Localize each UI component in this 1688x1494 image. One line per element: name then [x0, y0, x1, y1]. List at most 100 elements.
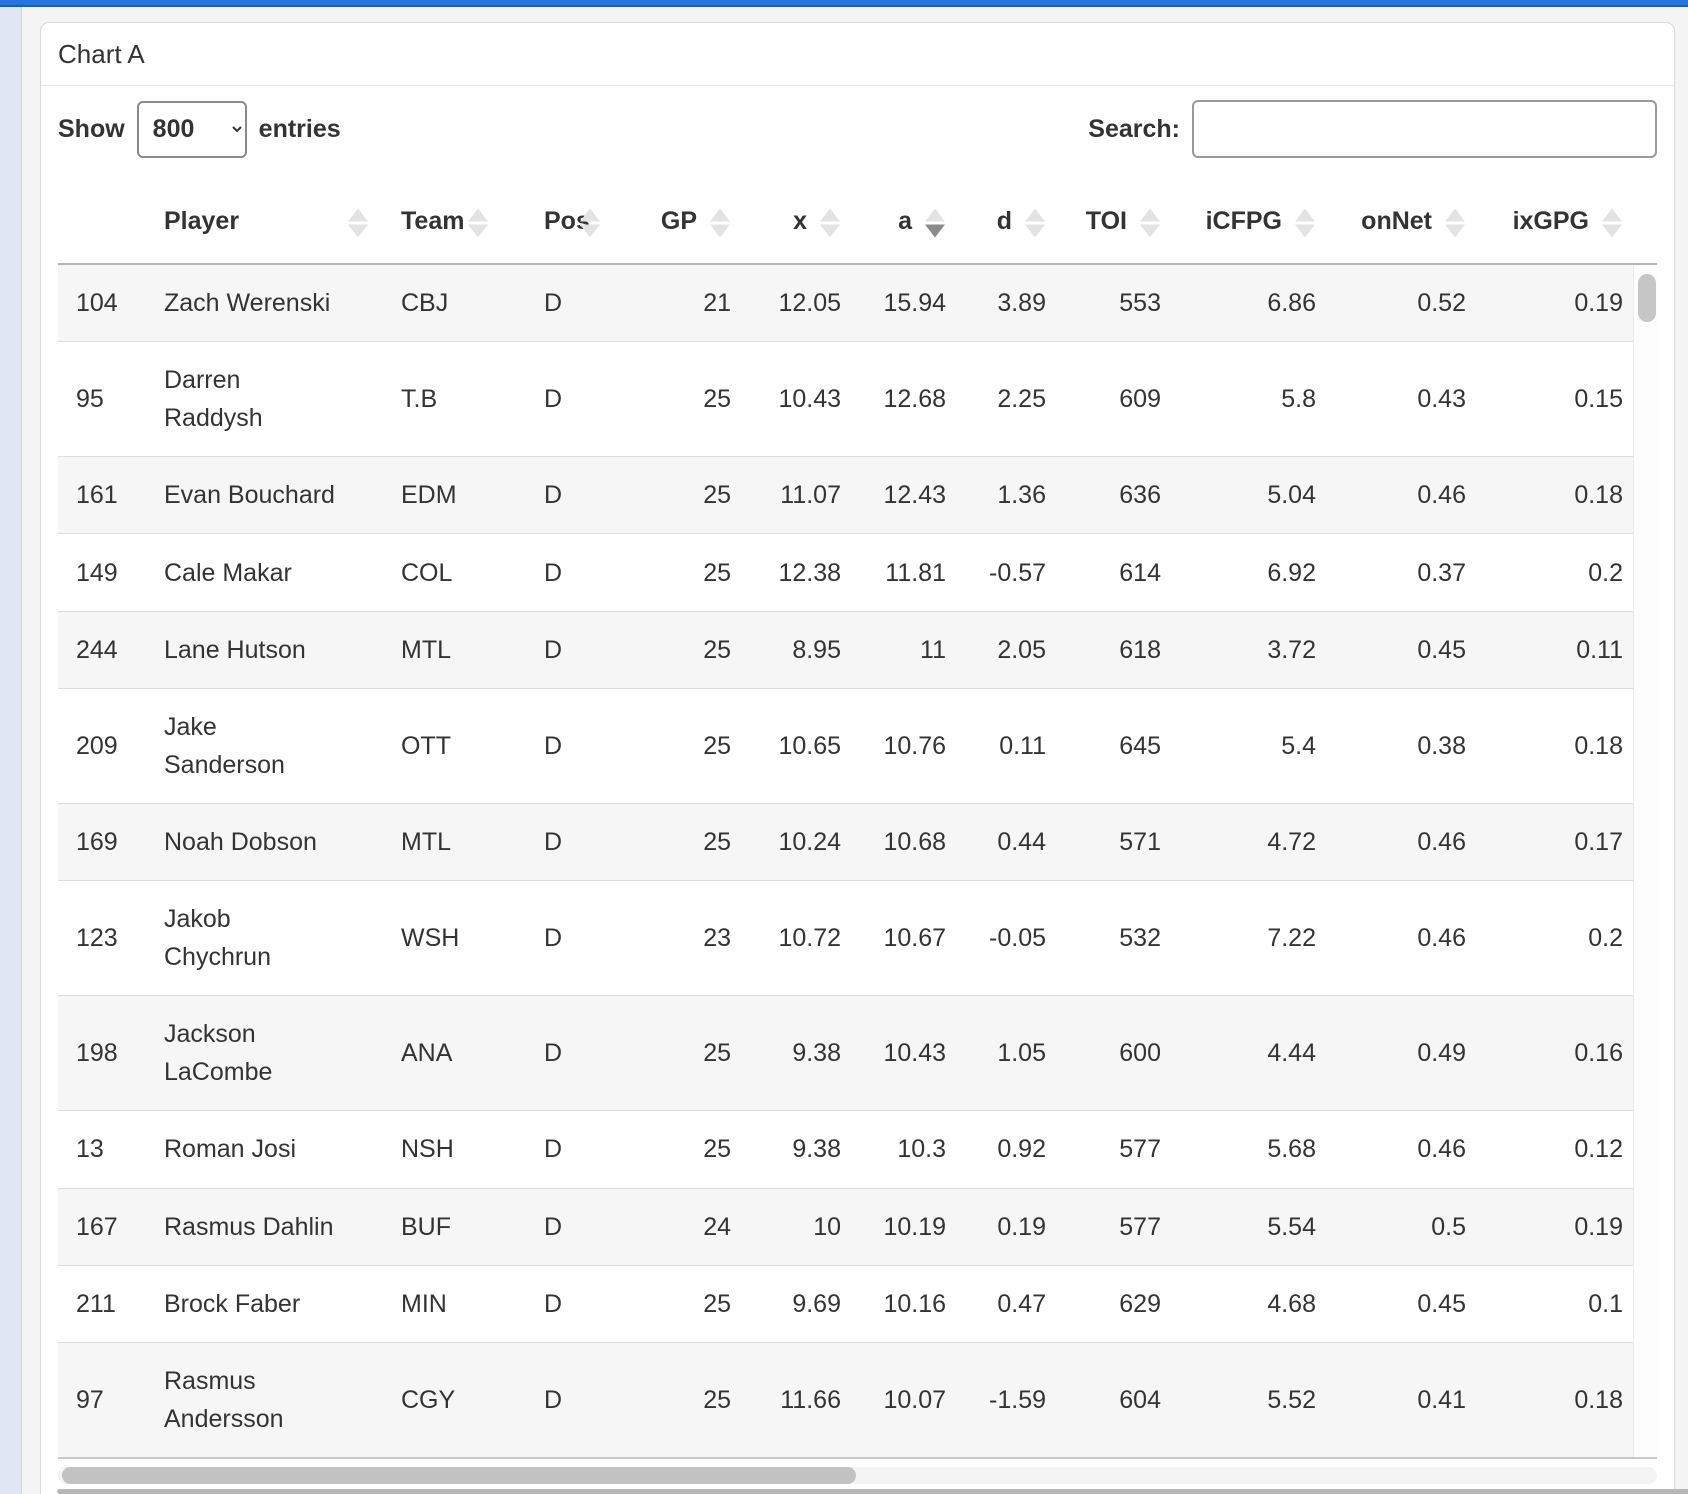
cell-toi: 636: [1056, 456, 1171, 534]
cell-icfpg: 5.68: [1171, 1110, 1326, 1188]
cell-team: NSH: [379, 1110, 499, 1188]
table-row: 13 Roman Josi NSH D 25 9.38 10.3 0.92 577 5.68 0.4…: [58, 1110, 1633, 1188]
cell-index: 198: [58, 995, 141, 1111]
cell-gp: 25: [611, 1264, 741, 1343]
cell-icfpg: 6.86: [1267, 289, 1316, 318]
cell-a: 11: [851, 610, 956, 689]
cell-ixgpg: 0.16: [1476, 995, 1633, 1111]
cell-team: MTL: [379, 802, 499, 881]
column-header-gp[interactable]: GP: [611, 182, 741, 263]
cell-gp: 23: [611, 879, 741, 996]
cell-ixgpg: 0.2: [1476, 533, 1633, 612]
cell-ixgpg: 0.12: [1476, 1110, 1633, 1188]
column-header-icfpg[interactable]: iCFPG: [1171, 182, 1326, 263]
table-row: 209 Jake Sanderson OTT D 25 10.65 10.76 0.11 645…: [58, 687, 1633, 804]
cell-gp: 25: [611, 610, 741, 689]
cell-a: 10.76: [851, 687, 956, 804]
cell-index: 97: [58, 1341, 141, 1457]
cell-onnet: 0.43: [1326, 341, 1476, 457]
cell-ixgpg: 0.18: [1476, 456, 1633, 534]
sort-arrows-icon: [819, 208, 841, 237]
column-header-toi[interactable]: TOI: [1056, 182, 1171, 263]
cell-icfpg: 4.72: [1171, 802, 1326, 881]
column-header-index: [58, 182, 141, 263]
cell-ixgpg: 0.19: [1476, 1187, 1633, 1266]
cell-ixgpg: 0.19: [1574, 289, 1623, 318]
search-label: Search:: [1088, 114, 1180, 143]
column-header-ixgpg[interactable]: ixGPG: [1476, 182, 1633, 263]
cell-team: OTT: [379, 687, 499, 804]
column-label: TOI: [1085, 207, 1127, 235]
cell-toi: 577: [1056, 1110, 1171, 1188]
cell-index: 167: [58, 1187, 141, 1266]
sort-arrows-icon: [467, 208, 489, 237]
column-label: GP: [660, 207, 697, 235]
column-header-team[interactable]: Team: [379, 182, 499, 263]
vertical-scrollbar-thumb[interactable]: [1638, 274, 1656, 322]
search-input[interactable]: [1192, 100, 1657, 158]
cell-gp: 25: [611, 341, 741, 457]
cell-onnet: 0.41: [1326, 1341, 1476, 1457]
cell-icfpg: 5.04: [1171, 456, 1326, 534]
cell-toi: 609: [1056, 341, 1171, 457]
cell-gp: 24: [611, 1187, 741, 1266]
cell-pos: D: [499, 341, 611, 457]
cell-ixgpg: 0.1: [1476, 1264, 1633, 1343]
cell-player: Roman Josi: [141, 1110, 379, 1188]
column-header-a[interactable]: a: [851, 182, 956, 263]
cell-gp: 25: [611, 1341, 741, 1457]
cell-d: 0.47: [956, 1264, 1056, 1343]
cell-team: WSH: [379, 879, 499, 996]
cell-index: 123: [58, 879, 141, 996]
cell-player: Zach Werenski: [164, 289, 331, 318]
cell-team: MTL: [379, 610, 499, 689]
cell-gp: 21: [703, 289, 731, 318]
cell-a: 15.94: [883, 289, 946, 318]
left-page-gutter: [0, 7, 22, 1494]
horizontal-scrollbar-thumb[interactable]: [62, 1467, 856, 1484]
body-table: 104 Zach Werenski CBJ D 21 12.05 15.94 3.89 553 6…: [58, 265, 1633, 1457]
cell-d: 0.11: [956, 687, 1056, 804]
column-header-x[interactable]: x: [741, 182, 851, 263]
cell-icfpg: 4.44: [1171, 995, 1326, 1111]
cell-ixgpg: 0.2: [1476, 879, 1633, 996]
cell-x: 11.07: [741, 456, 851, 534]
cell-x: 12.05: [778, 289, 841, 318]
vertical-scrollbar-track[interactable]: [1633, 265, 1657, 1457]
table-row: 149 Cale Makar COL D 25 12.38 11.81 -0.57 614 6.9…: [58, 533, 1633, 612]
cell-d: 1.05: [956, 995, 1056, 1111]
cell-toi: 553: [1119, 289, 1161, 318]
sort-arrows-icon: [347, 208, 369, 237]
cell-d: 2.25: [956, 341, 1056, 457]
table-body: 104 Zach Werenski CBJ D 21 12.05 15.94 3.89 553 6…: [58, 265, 1633, 1457]
cell-team: MIN: [379, 1264, 499, 1343]
window-horizontal-scrollbar[interactable]: [57, 1489, 1688, 1494]
cell-x: 10: [741, 1187, 851, 1266]
cell-d: -0.05: [956, 879, 1056, 996]
column-header-onnet[interactable]: onNet: [1326, 182, 1476, 263]
cell-a: 10.19: [851, 1187, 956, 1266]
cell-gp: 25: [611, 802, 741, 881]
card-title: Chart A: [41, 23, 1674, 86]
cell-d: 2.05: [956, 610, 1056, 689]
column-header-pos[interactable]: Pos: [499, 182, 611, 263]
header-row: Player Team Pos GP x a d TOI iCFPG onNet ixGPG: [58, 182, 1633, 263]
cell-onnet: 0.38: [1326, 687, 1476, 804]
cell-team: ANA: [379, 995, 499, 1111]
cell-d: 0.92: [956, 1110, 1056, 1188]
cell-d: 3.89: [997, 289, 1046, 318]
horizontal-scrollbar-track[interactable]: [58, 1467, 1657, 1484]
cell-icfpg: 6.92: [1171, 533, 1326, 612]
column-header-d[interactable]: d: [956, 182, 1056, 263]
cell-x: 11.66: [741, 1341, 851, 1457]
cell-a: 10.07: [851, 1341, 956, 1457]
cell-d: 0.44: [956, 802, 1056, 881]
cell-d: -0.57: [956, 533, 1056, 612]
column-header-player[interactable]: Player: [141, 182, 379, 263]
page-size-select[interactable]: 800: [136, 100, 247, 158]
column-label: Player: [164, 207, 240, 235]
table-row: 169 Noah Dobson MTL D 25 10.24 10.68 0.44 571 4.7…: [58, 802, 1633, 881]
table-body-scroll-area[interactable]: 104 Zach Werenski CBJ D 21 12.05 15.94 3.89 553 6…: [58, 265, 1657, 1459]
cell-toi: 577: [1056, 1187, 1171, 1266]
cell-team: T.B: [379, 341, 499, 457]
